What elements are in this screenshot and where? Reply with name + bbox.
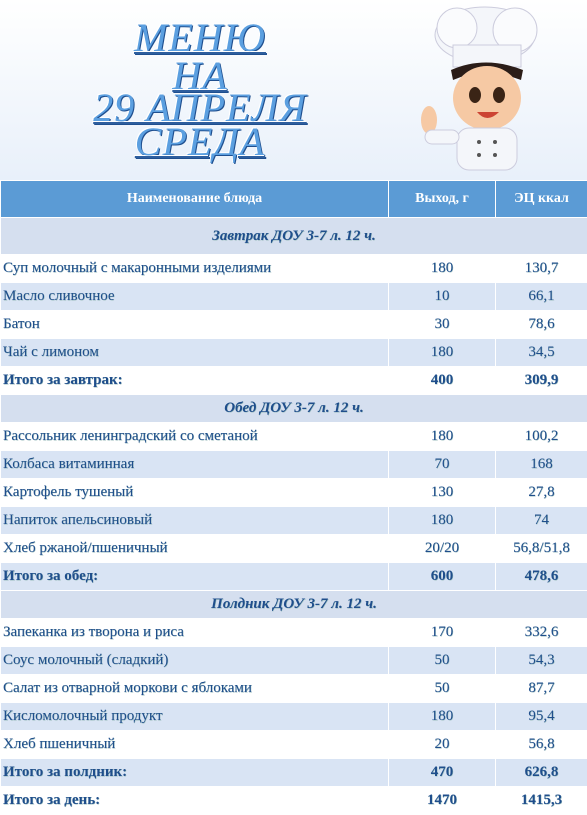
energy-kcal: 478,6 [496,563,587,591]
output-grams: 130 [389,479,496,507]
section-row: Полдник ДОУ 3-7 л. 12 ч. [1,591,587,619]
column-header: Наименование блюда [1,181,389,218]
dish-name: Хлеб пшеничный [1,731,389,759]
chef-illustration [405,0,565,178]
dish-name: Картофель тушеный [1,479,389,507]
menu-table: Наименование блюда Выход, г ЭЦ ккал Завт… [0,180,587,815]
dish-name: Напиток апельсиновый [1,507,389,535]
energy-kcal: 1415,3 [496,787,587,815]
dish-name: Батон [1,311,389,339]
output-grams: 180 [389,255,496,283]
dish-name: Масло сливочное [1,283,389,311]
output-grams: 50 [389,675,496,703]
energy-kcal: 34,5 [496,339,587,367]
section-title: Завтрак ДОУ 3-7 л. 12 ч. [1,218,587,255]
table-header: Наименование блюда Выход, г ЭЦ ккал [1,181,587,218]
energy-kcal: 66,1 [496,283,587,311]
dish-name: Чай с лимоном [1,339,389,367]
output-grams: 30 [389,311,496,339]
output-grams: 600 [389,563,496,591]
dish-name: Хлеб ржаной/пшеничный [1,535,389,563]
output-grams: 400 [389,367,496,395]
table-body: Завтрак ДОУ 3-7 л. 12 ч.Суп молочный с м… [1,218,587,815]
output-grams: 180 [389,703,496,731]
energy-kcal: 100,2 [496,423,587,451]
output-grams: 1470 [389,787,496,815]
dish-name: Соус молочный (сладкий) [1,647,389,675]
dish-name: Колбаса витаминная [1,451,389,479]
output-grams: 180 [389,423,496,451]
output-grams: 10 [389,283,496,311]
energy-kcal: 87,7 [496,675,587,703]
section-title: Обед ДОУ 3-7 л. 12 ч. [1,395,587,423]
dish-name: Суп молочный с макаронными изделиями [1,255,389,283]
output-grams: 20 [389,731,496,759]
output-grams: 180 [389,339,496,367]
dish-name: Запеканка из творона и риса [1,619,389,647]
energy-kcal: 309,9 [496,367,587,395]
energy-kcal: 27,8 [496,479,587,507]
energy-kcal: 95,4 [496,703,587,731]
output-grams: 70 [389,451,496,479]
output-grams: 470 [389,759,496,787]
dish-name: Итого за завтрак: [1,367,389,395]
header: МЕНЮ НА 29 АПРЕЛЯ СРЕДА [0,0,587,180]
column-header: ЭЦ ккал [496,181,587,218]
energy-kcal: 626,8 [496,759,587,787]
dish-name: Салат из отварной моркови с яблоками [1,675,389,703]
dish-name: Итого за обед: [1,563,389,591]
dish-name: Кисломолочный продукт [1,703,389,731]
dish-name: Рассольник ленинградский со сметаной [1,423,389,451]
dish-name: Итого за день: [1,787,389,815]
dish-name: Итого за полдник: [1,759,389,787]
energy-kcal: 56,8 [496,731,587,759]
energy-kcal: 332,6 [496,619,587,647]
energy-kcal: 130,7 [496,255,587,283]
output-grams: 170 [389,619,496,647]
energy-kcal: 168 [496,451,587,479]
energy-kcal: 56,8/51,8 [496,535,587,563]
energy-kcal: 54,3 [496,647,587,675]
output-grams: 50 [389,647,496,675]
section-title: Полдник ДОУ 3-7 л. 12 ч. [1,591,587,619]
title-line: МЕНЮ [40,18,360,58]
output-grams: 20/20 [389,535,496,563]
section-row: Завтрак ДОУ 3-7 л. 12 ч. [1,218,587,255]
title-line: СРЕДА [40,122,360,162]
section-row: Обед ДОУ 3-7 л. 12 ч. [1,395,587,423]
output-grams: 180 [389,507,496,535]
column-header: Выход, г [389,181,496,218]
energy-kcal: 78,6 [496,311,587,339]
energy-kcal: 74 [496,507,587,535]
